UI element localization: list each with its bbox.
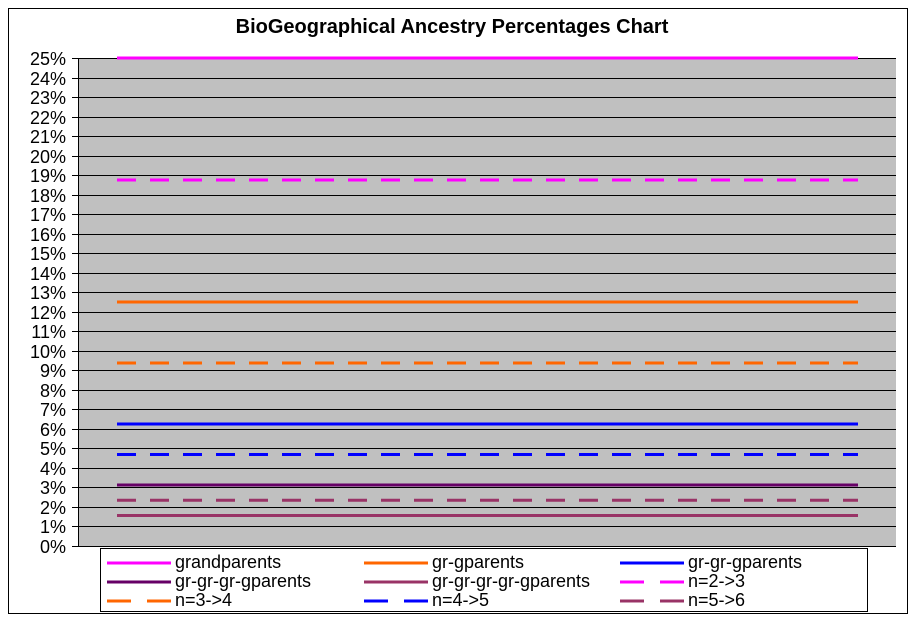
legend-swatch (107, 561, 171, 565)
y-tick-label: 10% (30, 342, 66, 362)
legend-item-gr-gr-gparents: gr-gr-gparents (614, 553, 870, 572)
y-tick-label: 12% (30, 303, 66, 323)
legend-item-n-5-6: n=5->6 (614, 591, 870, 610)
legend-swatch (620, 599, 684, 603)
chart-title: BioGeographical Ancestry Percentages Cha… (235, 16, 669, 38)
legend: grandparents gr-gparents gr-gr-gparents gr-… (100, 548, 868, 612)
y-tick-label: 25% (30, 49, 66, 69)
legend-label: n=2->3 (688, 571, 746, 591)
legend-item-gr-gr-gr-gparents: gr-gr-gr-gparents (101, 572, 357, 591)
legend-item-n-2-3: n=2->3 (614, 572, 870, 591)
legend-item-gr-gparents: gr-gparents (358, 553, 614, 572)
legend-label: grandparents (175, 552, 282, 572)
y-tick-label: 20% (30, 147, 66, 167)
legend-swatch (107, 599, 171, 603)
legend-swatch (364, 580, 428, 584)
y-tick-label: 16% (30, 225, 66, 245)
legend-item-n-3-4: n=3->4 (101, 591, 357, 610)
y-tick-label: 4% (40, 459, 66, 479)
legend-label: gr-gparents (432, 552, 525, 572)
y-tick-label: 2% (40, 498, 66, 518)
y-tick-label: 3% (40, 478, 66, 498)
legend-item-gr-gr-gr-gr-gparents: gr-gr-gr-gr-gparents (358, 572, 614, 591)
y-tick-label: 6% (40, 420, 66, 440)
legend-label: gr-gr-gparents (688, 552, 803, 572)
y-tick-label: 19% (30, 166, 66, 186)
legend-swatch (107, 580, 171, 584)
y-tick-label: 0% (40, 537, 66, 557)
y-tick-label: 13% (30, 283, 66, 303)
legend-item-n-4-5: n=4->5 (358, 591, 614, 610)
y-tick-label: 9% (40, 361, 66, 381)
legend-swatch (364, 599, 428, 603)
legend-label: n=4->5 (432, 590, 490, 610)
y-tick-label: 24% (30, 69, 66, 89)
legend-swatch (364, 561, 428, 565)
y-tick-label: 7% (40, 400, 66, 420)
legend-label: gr-gr-gr-gr-gparents (432, 571, 591, 591)
legend-item-grandparents: grandparents (101, 553, 357, 572)
y-tick-label: 23% (30, 88, 66, 108)
legend-swatch (620, 580, 684, 584)
y-tick-label: 18% (30, 186, 66, 206)
y-tick-label: 17% (30, 205, 66, 225)
legend-label: gr-gr-gr-gparents (175, 571, 312, 591)
y-tick-label: 1% (40, 517, 66, 537)
legend-swatch (620, 561, 684, 565)
y-tick-label: 8% (40, 381, 66, 401)
y-tick-label: 21% (30, 127, 66, 147)
y-tick-label: 15% (30, 244, 66, 264)
y-tick-label: 11% (31, 322, 66, 342)
y-tick-label: 5% (40, 439, 66, 459)
legend-label: n=5->6 (688, 590, 746, 610)
y-tick-label: 14% (30, 264, 66, 284)
y-tick-label: 22% (30, 108, 66, 128)
legend-label: n=3->4 (175, 590, 233, 610)
